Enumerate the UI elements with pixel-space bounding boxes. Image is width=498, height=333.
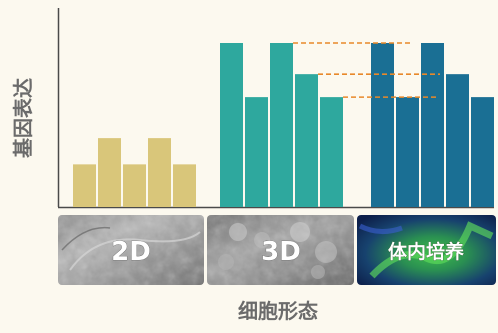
bar-1-5 — [173, 164, 196, 207]
bar-2-3 — [270, 43, 293, 207]
bar-2-4 — [295, 74, 318, 207]
bar-group-1 — [73, 138, 196, 207]
x-axis-label: 细胞形态 — [238, 299, 318, 323]
bar-1-2 — [98, 138, 121, 207]
bar-3-1 — [371, 43, 394, 207]
bar-3-3 — [421, 43, 444, 207]
panel-3d: 3D — [207, 215, 354, 285]
bar-3-5 — [471, 97, 494, 207]
bar-1-3 — [123, 164, 146, 207]
morphology-panels: 2D 3D 体内培养 — [58, 215, 496, 285]
bar-3-4 — [446, 74, 469, 207]
panel-invivo-label: 体内培养 — [388, 240, 464, 263]
bar-2-5 — [320, 97, 343, 207]
bars-layer — [73, 43, 494, 207]
panel-3d-label: 3D — [261, 237, 301, 267]
y-axis-label: 基因表达 — [11, 78, 35, 158]
bar-2-2 — [245, 97, 268, 207]
bar-2-1 — [220, 43, 243, 207]
panel-invivo: 体内培养 — [357, 215, 496, 285]
panel-2d: 2D — [58, 215, 204, 285]
bar-3-2 — [396, 97, 419, 207]
bar-1-1 — [73, 164, 96, 207]
panel-2d-label: 2D — [111, 237, 151, 267]
bar-group-2 — [220, 43, 343, 207]
reference-lines — [293, 42, 440, 98]
bar-1-4 — [148, 138, 171, 207]
bar-group-3 — [371, 43, 494, 207]
